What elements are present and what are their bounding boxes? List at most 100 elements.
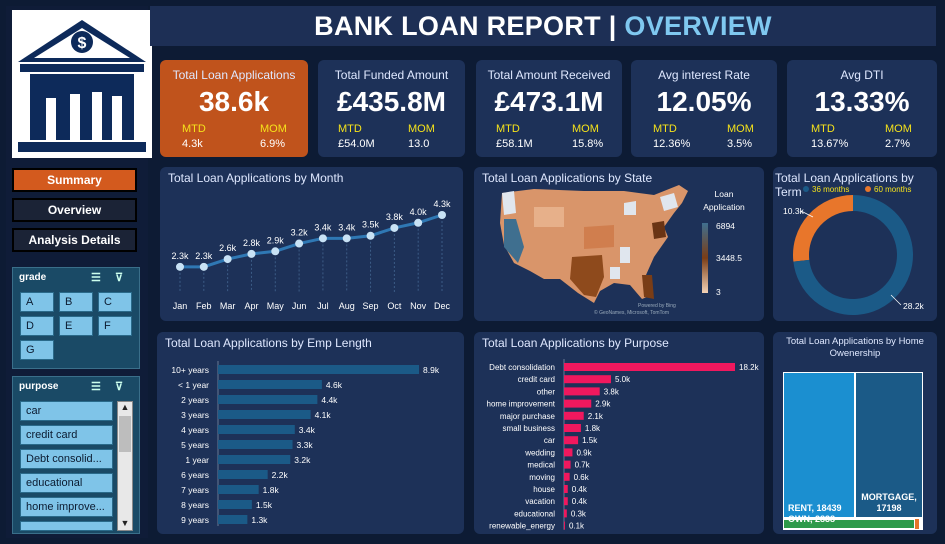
bar-category-label: small business: [503, 424, 555, 433]
kpi-avg-interest-rate: Avg interest Rate 12.05% MTD 12.36% MOM …: [631, 60, 777, 157]
bar: [564, 497, 568, 506]
kpi-mom-value: 2.7%: [885, 138, 911, 150]
kpi-value: 12.05%: [656, 86, 752, 117]
kpi-mtd-value: £54.0M: [338, 138, 375, 150]
kpi-mom-value: 15.8%: [572, 138, 604, 150]
bar-data-label: 5.0k: [615, 375, 631, 384]
month-tick-label: Jan: [173, 301, 188, 311]
kpi-mtd-value: 13.67%: [811, 138, 849, 150]
bar-data-label: 2.9k: [595, 400, 611, 409]
grade-chip-f[interactable]: F: [98, 316, 132, 336]
purpose-chip-partial[interactable]: [20, 521, 113, 531]
purpose-chip-credit-card[interactable]: credit card: [20, 425, 113, 445]
clear-filter-icon[interactable]: ⊽: [115, 381, 124, 393]
month-point: [223, 255, 232, 264]
kpi-mtd-label: MTD: [653, 123, 677, 135]
us-map: Powered by Bing © GeoNames, Microsoft, T…: [500, 185, 745, 316]
month-tick-label: Dec: [434, 301, 451, 311]
kpi-mom-value: 6.9%: [260, 138, 286, 150]
month-point: [366, 231, 375, 240]
term-slice: [793, 195, 854, 262]
purpose-chip-debt[interactable]: Debt consolid...: [20, 449, 113, 469]
bar-category-label: vacation: [525, 497, 555, 506]
term-data-label: 28.2k: [903, 301, 925, 311]
month-tick-label: Jun: [292, 301, 307, 311]
month-tick-label: Apr: [244, 301, 258, 311]
purpose-chip-educational[interactable]: educational: [20, 473, 113, 493]
bar: [564, 411, 584, 420]
grade-chip-b[interactable]: B: [59, 292, 93, 312]
multi-select-icon[interactable]: ☰: [91, 381, 101, 393]
purpose-slicer-title: purpose: [19, 381, 59, 392]
grade-chip-g[interactable]: G: [20, 340, 54, 360]
summary-button[interactable]: Summary: [12, 168, 137, 192]
bar-category-label: moving: [529, 473, 555, 482]
bar-data-label: 0.3k: [571, 509, 587, 518]
kpi-mom-value: 3.5%: [727, 138, 753, 150]
month-point: [176, 262, 184, 271]
emp-bar-chart: 10+ years 8.9k < 1 year 4.6k 2 years 4.4k 3 ye…: [171, 361, 440, 526]
scroll-up-icon[interactable]: ▲: [120, 402, 130, 412]
bar-data-label: 0.4k: [572, 497, 588, 506]
bar-category-label: educational: [514, 509, 555, 518]
bar-category-label: 2 years: [181, 395, 209, 405]
purpose-chip-home-improvement[interactable]: home improve...: [20, 497, 113, 517]
bar-category-label: 4 years: [181, 425, 209, 435]
bar-data-label: 0.6k: [574, 473, 590, 482]
scroll-down-icon[interactable]: ▼: [120, 518, 130, 528]
title-accent: OVERVIEW: [624, 11, 772, 41]
kpi-mom-label: MOM: [885, 123, 912, 135]
title-main: BANK LOAN REPORT |: [314, 11, 625, 41]
bar: [564, 387, 600, 396]
purpose-slicer: purpose ☰ ⊽ car credit card Debt consoli…: [12, 376, 140, 534]
bar: [218, 500, 252, 509]
kpi-total-amount-received: Total Amount Received £473.1M MTD £58.1M…: [476, 60, 622, 157]
kpi-title: Avg DTI: [840, 68, 884, 82]
term-slice: [793, 195, 913, 315]
month-tick-label: Jul: [317, 301, 329, 311]
kpi-mtd-label: MTD: [811, 123, 835, 135]
purpose-scrollbar[interactable]: ▲ ▼: [117, 401, 133, 531]
bar: [564, 399, 592, 408]
bar-data-label: 1.5k: [582, 436, 598, 445]
kpi-value: 38.6k: [198, 86, 270, 117]
grade-chip-c[interactable]: C: [98, 292, 132, 312]
month-point: [438, 211, 446, 219]
term-legend-label: 60 months: [874, 185, 911, 194]
bar-category-label: other: [537, 387, 556, 396]
bar: [218, 470, 268, 479]
multi-select-icon[interactable]: ☰: [91, 272, 101, 284]
grade-chip-d[interactable]: D: [20, 316, 54, 336]
month-data-label: 3.8k: [386, 212, 404, 222]
purpose-chip-car[interactable]: car: [20, 401, 113, 421]
kpi-mtd-label: MTD: [338, 123, 362, 135]
grade-chip-a[interactable]: A: [20, 292, 54, 312]
kpi-title: Avg interest Rate: [658, 68, 750, 82]
bar-data-label: 1.8k: [263, 485, 280, 495]
treemap-own-label: OWN, 2838: [788, 514, 836, 524]
clear-filter-icon[interactable]: ⊽: [115, 272, 124, 284]
analysis-details-button[interactable]: Analysis Details: [12, 228, 137, 252]
grade-chip-e[interactable]: E: [59, 316, 93, 336]
purpose-slicer-header: purpose ☰ ⊽: [13, 377, 139, 397]
bar-category-label: 5 years: [181, 440, 209, 450]
bar-category-label: 9 years: [181, 515, 209, 525]
bar-data-label: 3.8k: [604, 387, 620, 396]
month-series-line: [180, 213, 443, 269]
bar: [218, 365, 419, 374]
map-credit-bing: Powered by Bing: [638, 303, 676, 309]
map-legend-title: Loan: [715, 189, 734, 199]
overview-button[interactable]: Overview: [12, 198, 137, 222]
scrollbar-thumb[interactable]: [119, 416, 131, 452]
month-data-label: 3.4k: [338, 222, 356, 232]
bar-category-label: medical: [527, 461, 555, 470]
bar-data-label: 1.8k: [585, 424, 601, 433]
bar-data-label: 1.3k: [251, 515, 268, 525]
grade-slicer-title: grade: [19, 272, 47, 283]
month-point: [390, 223, 399, 232]
bar-category-label: 8 years: [181, 500, 209, 510]
bar-data-label: 0.4k: [572, 485, 588, 494]
term-leader-line: [890, 294, 902, 306]
kpi-value: £473.1M: [494, 86, 604, 117]
